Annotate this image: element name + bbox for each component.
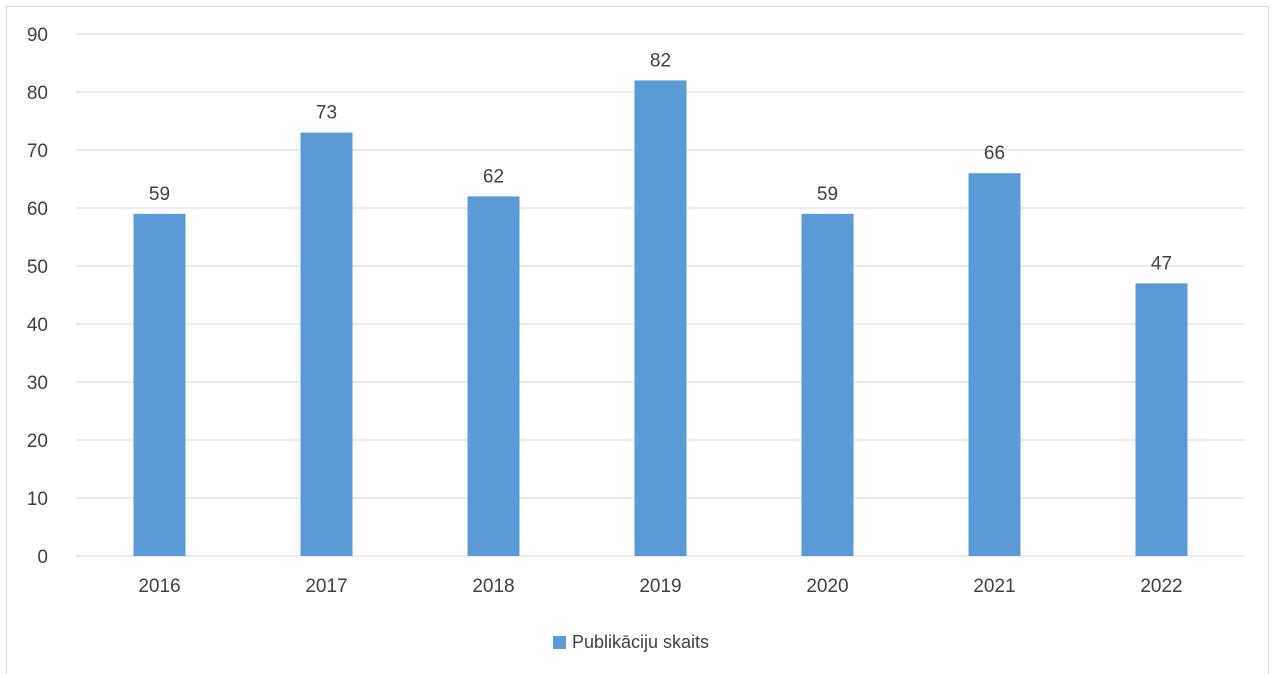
x-tick-label: 2016	[138, 576, 180, 597]
x-tick-label: 2019	[639, 576, 681, 597]
legend: Publikāciju skaits	[553, 630, 709, 654]
y-tick-label: 80	[27, 83, 48, 104]
y-tick-label: 60	[27, 199, 48, 220]
data-label: 59	[149, 184, 170, 205]
x-tick-label: 2021	[973, 576, 1015, 597]
data-label: 59	[817, 184, 838, 205]
bar	[467, 196, 520, 556]
bar	[300, 132, 353, 556]
bar	[801, 213, 854, 557]
y-tick-label: 40	[27, 315, 48, 336]
y-tick-label: 50	[27, 257, 48, 278]
y-tick-label: 0	[37, 547, 48, 568]
x-tick-label: 2017	[305, 576, 347, 597]
y-tick-label: 20	[27, 431, 48, 452]
y-tick-label: 90	[27, 25, 48, 46]
x-tick-label: 2022	[1140, 576, 1182, 597]
y-axis-ticks: 0 10 20 30 40 50 60 70 80 90	[27, 25, 48, 568]
bar	[1135, 283, 1188, 556]
legend-swatch	[553, 635, 566, 649]
bar	[968, 173, 1021, 556]
x-tick-label: 2020	[806, 576, 848, 597]
x-axis-ticks: 2016 2017 2018 2019 2020 2021 2022	[138, 576, 1182, 597]
data-label: 66	[984, 143, 1005, 164]
data-label: 47	[1151, 253, 1172, 274]
y-tick-label: 30	[27, 373, 48, 394]
y-tick-label: 70	[27, 141, 48, 162]
data-label: 73	[316, 103, 337, 124]
data-label: 82	[650, 50, 671, 71]
x-tick-label: 2018	[472, 576, 514, 597]
y-tick-label: 10	[27, 489, 48, 510]
legend-label: Publikāciju skaits	[572, 631, 710, 652]
bar	[634, 80, 687, 557]
data-label: 62	[483, 166, 504, 187]
bar	[133, 213, 186, 557]
data-labels: 59 73 62 82 59 66 47	[149, 50, 1172, 274]
bars	[133, 80, 1188, 557]
